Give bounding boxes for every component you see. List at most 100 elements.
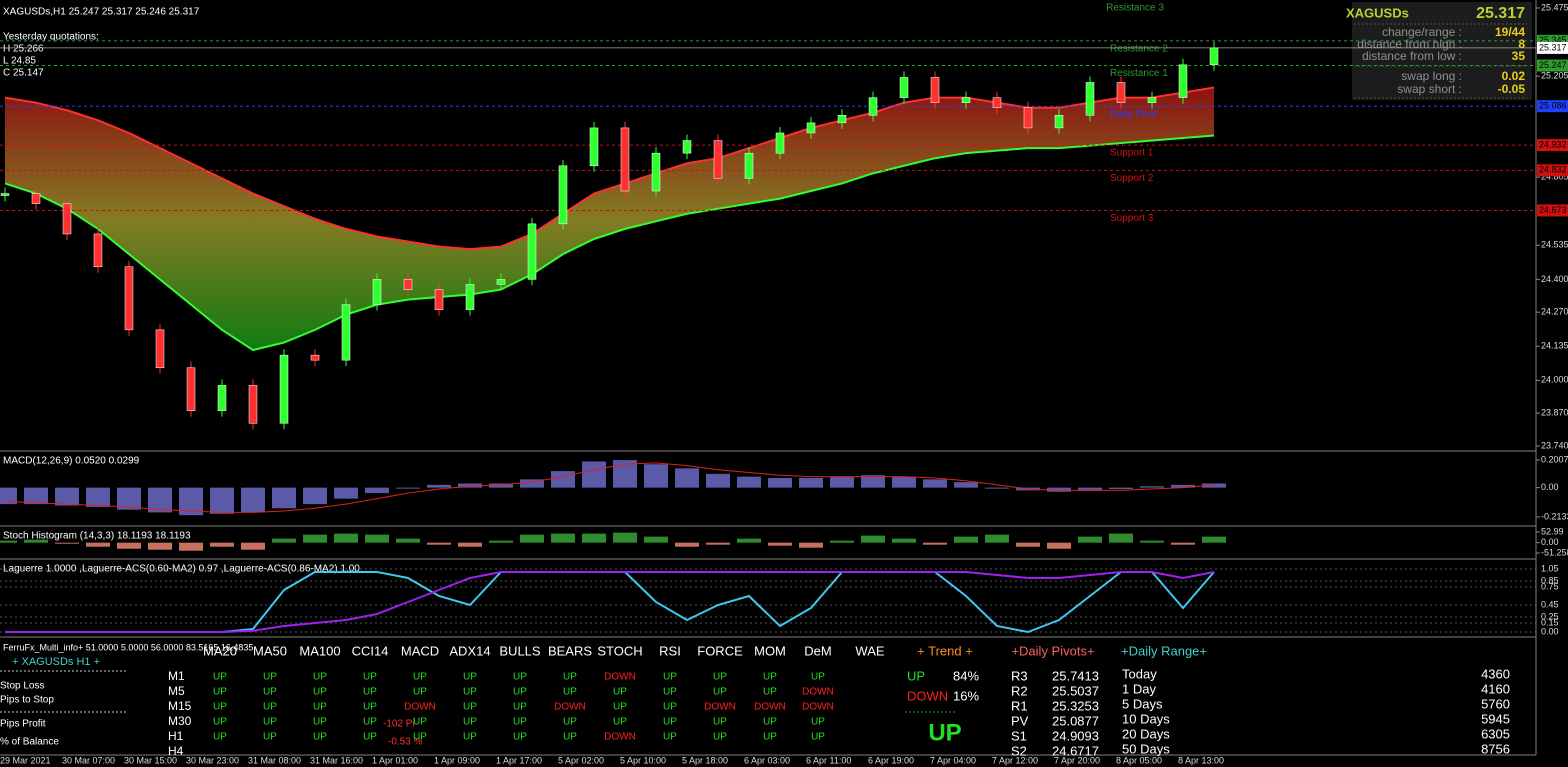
pivot-name: R1 — [1011, 698, 1028, 713]
macd-bar — [458, 483, 482, 488]
x-tick-label: 1 Apr 17:00 — [496, 755, 542, 765]
range-value: 5760 — [1481, 696, 1510, 711]
stoch-bar — [799, 542, 823, 548]
signal: UP — [263, 732, 277, 743]
macd-bar — [1109, 487, 1133, 490]
signal: UP — [363, 672, 377, 683]
panel-label: swap long : — [1401, 69, 1462, 83]
timeframe: H1 — [168, 729, 184, 743]
signal: UP — [313, 732, 327, 743]
macd-bar — [1047, 487, 1071, 492]
y-tick-label: 24.535 — [1541, 240, 1568, 250]
signal: UP — [513, 702, 527, 713]
level-label: Resistance 2 — [1110, 43, 1168, 54]
column-header: FORCE — [697, 643, 743, 658]
macd-bar — [489, 483, 513, 488]
panel-label: swap short : — [1397, 82, 1462, 96]
macd-bar — [86, 487, 110, 507]
candle — [31, 193, 41, 204]
signal: UP — [463, 672, 477, 683]
signal: UP — [313, 687, 327, 698]
pivots-title: +Daily Pivots+ — [1011, 643, 1094, 658]
pivot-name: S1 — [1011, 728, 1027, 743]
y-tick-label: 0.15 — [1541, 617, 1559, 627]
stoch-bar — [458, 542, 482, 547]
macd-bar — [954, 482, 978, 488]
signal: UP — [363, 732, 377, 743]
macd-bar — [117, 487, 141, 510]
macd-bar — [985, 487, 1009, 489]
pivot-name: PV — [1011, 713, 1029, 728]
signal: UP — [811, 732, 825, 743]
y-tick-label: 24.400 — [1541, 274, 1568, 284]
pivot-name: R2 — [1011, 683, 1028, 698]
column-header: ADX14 — [449, 643, 490, 658]
signal: UP — [513, 672, 527, 683]
ribbon-lower — [4, 134, 1215, 352]
candle — [124, 266, 134, 331]
candle — [372, 279, 382, 305]
panel-price: 25.317 — [1476, 5, 1525, 22]
stoch-bar — [985, 534, 1009, 543]
column-header: MA100 — [299, 643, 340, 658]
signal: UP — [763, 672, 777, 683]
macd-bar — [1140, 486, 1164, 488]
signal: UP — [313, 672, 327, 683]
level-value: 25.086 — [1539, 101, 1567, 111]
stoch-bar — [117, 542, 141, 549]
signal: UP — [763, 732, 777, 743]
column-header: BULLS — [499, 643, 541, 658]
signal: DOWN — [604, 732, 636, 743]
y-tick-label: 0.45 — [1541, 599, 1559, 609]
macd-bar — [644, 464, 668, 488]
candle — [868, 97, 878, 116]
timeframe: M30 — [168, 714, 192, 728]
y-tick-label: 0.00 — [1541, 626, 1559, 636]
level-label: Daily Pivot — [1110, 109, 1157, 120]
macd-bar — [799, 477, 823, 488]
stoch-bar — [830, 540, 854, 543]
macd-bar — [1171, 484, 1195, 488]
ribbon — [5, 87, 1214, 351]
level-label: Support 3 — [1110, 213, 1154, 224]
signal: UP — [713, 732, 727, 743]
signal: UP — [363, 717, 377, 728]
stoch-bar — [334, 533, 358, 543]
candle — [310, 354, 320, 361]
macd-bar — [675, 468, 699, 488]
macd-bar — [148, 487, 172, 513]
level-tag — [1537, 164, 1568, 177]
macd-bar — [0, 487, 17, 505]
candle — [992, 97, 1002, 108]
stoch-bar — [148, 542, 172, 550]
stoch-bar — [427, 542, 451, 545]
panel-label: change/range : — [1382, 25, 1462, 39]
level-tag — [1537, 59, 1568, 72]
stoch-bar — [24, 539, 48, 543]
x-tick-label: 5 Apr 18:00 — [682, 755, 728, 765]
y-tick-label: 0.00 — [1541, 537, 1559, 547]
candle — [589, 127, 599, 167]
candle — [806, 122, 816, 134]
stoch-bar — [582, 533, 606, 543]
signal: UP — [313, 702, 327, 713]
range-value: 5945 — [1481, 711, 1510, 726]
x-tick-label: 30 Mar 23:00 — [186, 755, 239, 765]
column-header: MACD — [401, 643, 439, 658]
range-name: 1 Day — [1122, 681, 1156, 696]
column-header: CCI14 — [352, 643, 389, 658]
level-tag — [1537, 204, 1568, 217]
pivot-value: 25.3253 — [1052, 698, 1099, 713]
stoch-bar — [1202, 536, 1226, 543]
x-tick-label: 1 Apr 01:00 — [372, 755, 418, 765]
signal: UP — [763, 717, 777, 728]
range-title: +Daily Range+ — [1121, 643, 1207, 658]
x-tick-label: 7 Apr 20:00 — [1054, 755, 1100, 765]
stoch-bar — [861, 535, 885, 543]
macd-bar — [706, 473, 730, 488]
stoch-bar — [179, 542, 203, 551]
y-tick-label: 24.000 — [1541, 375, 1568, 385]
y-tick-label: 0.75 — [1541, 581, 1559, 591]
x-tick-label: 6 Apr 19:00 — [868, 755, 914, 765]
signal: DOWN — [554, 702, 586, 713]
